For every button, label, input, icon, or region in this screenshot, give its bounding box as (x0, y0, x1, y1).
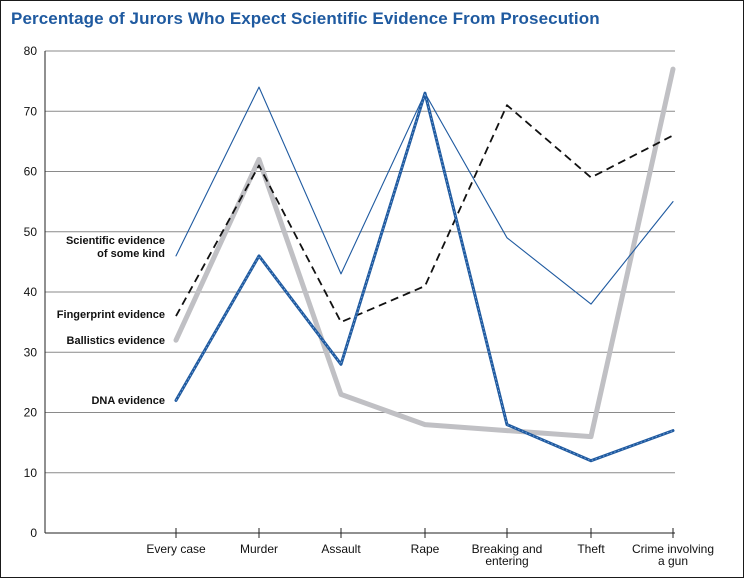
y-tick-label: 10 (24, 466, 38, 480)
series-label: Ballistics evidence (67, 335, 165, 347)
x-tick-label: Breaking and (472, 542, 543, 556)
x-tick-label: Rape (411, 542, 440, 556)
y-tick-label: 0 (30, 526, 37, 540)
series-label: Scientific evidence (66, 235, 165, 247)
series-line-3 (174, 91, 675, 463)
series-label: DNA evidence (91, 395, 165, 407)
series-line-1 (175, 104, 674, 324)
chart-title: Percentage of Jurors Who Expect Scientif… (11, 9, 600, 28)
y-tick-label: 50 (24, 225, 38, 239)
y-tick-label: 40 (24, 285, 38, 299)
x-tick-label: Every case (146, 542, 206, 556)
x-tick-label: Crime involving (632, 542, 714, 556)
series-label: Fingerprint evidence (57, 309, 165, 321)
y-tick-label: 80 (24, 44, 38, 58)
x-tick-label: a gun (658, 554, 688, 568)
x-tick-label: Murder (240, 542, 278, 556)
y-tick-label: 20 (24, 406, 38, 420)
series-line-2 (173, 66, 676, 440)
y-tick-label: 70 (24, 104, 38, 118)
x-tick-label: entering (485, 554, 528, 568)
series-label: of some kind (97, 248, 165, 260)
y-tick-label: 30 (24, 345, 38, 359)
x-tick-label: Assault (321, 542, 361, 556)
y-tick-label: 60 (24, 165, 38, 179)
x-tick-label: Theft (577, 542, 605, 556)
